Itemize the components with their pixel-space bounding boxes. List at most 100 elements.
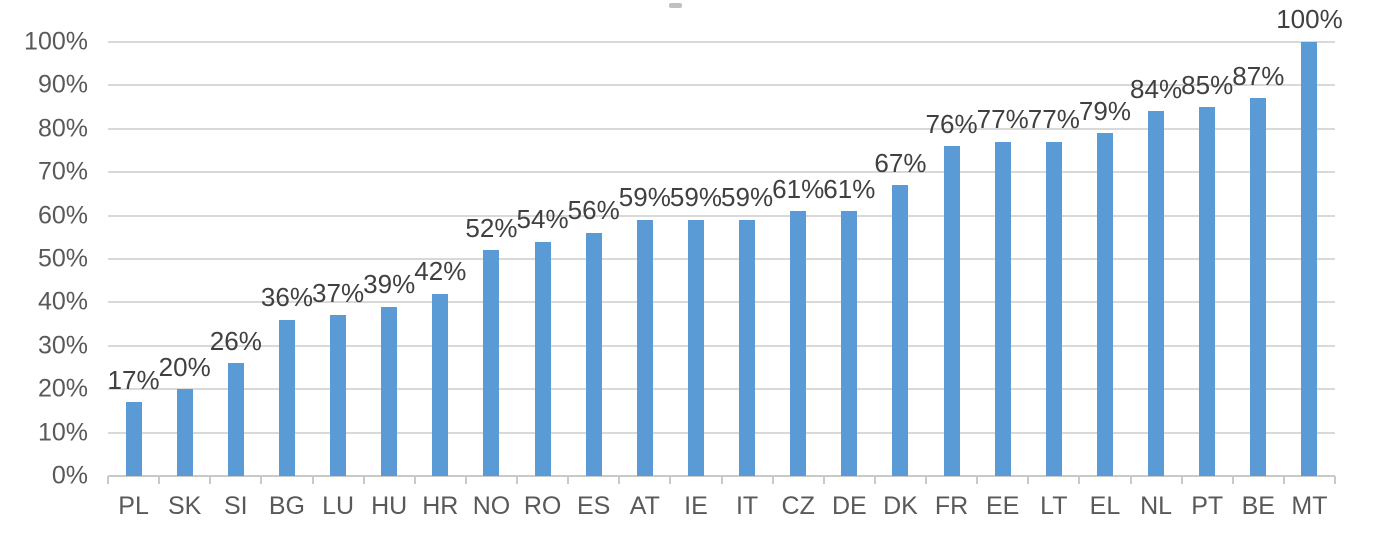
gridline bbox=[108, 41, 1335, 43]
x-axis-tick bbox=[822, 476, 825, 484]
bar bbox=[1250, 98, 1267, 476]
bar-value-label: 85% bbox=[1181, 69, 1234, 100]
bar-value-label: 37% bbox=[312, 277, 365, 308]
bar bbox=[432, 293, 449, 476]
bar-value-label: 20% bbox=[158, 351, 211, 382]
x-axis-tick bbox=[567, 476, 570, 484]
bar bbox=[1301, 42, 1318, 476]
x-axis-label: BE bbox=[1241, 492, 1275, 520]
x-axis-label: HU bbox=[371, 492, 408, 520]
bar bbox=[1199, 107, 1216, 476]
x-axis-tick bbox=[516, 476, 518, 484]
bar bbox=[892, 185, 909, 476]
x-axis-label: MT bbox=[1291, 492, 1328, 520]
y-axis-tick-label: 40% bbox=[37, 287, 88, 316]
bar-value-label: 56% bbox=[567, 195, 620, 226]
x-axis-tick bbox=[976, 476, 979, 484]
bar bbox=[125, 402, 142, 476]
x-axis-tick bbox=[1129, 476, 1132, 484]
y-axis-tick-label: 80% bbox=[37, 114, 88, 143]
y-axis-tick-label: 100% bbox=[24, 27, 88, 56]
bar-value-label: 42% bbox=[414, 256, 467, 287]
y-axis-tick-label: 30% bbox=[37, 331, 88, 360]
bar bbox=[943, 146, 960, 476]
x-axis-label: CZ bbox=[781, 492, 815, 520]
x-axis-tick bbox=[720, 476, 723, 484]
gridline bbox=[108, 344, 1335, 347]
bar-value-label: 39% bbox=[363, 269, 416, 300]
x-axis-tick bbox=[260, 476, 263, 484]
bar-value-label: 52% bbox=[465, 212, 518, 243]
bar bbox=[585, 232, 602, 476]
bar-value-label: 67% bbox=[874, 147, 927, 178]
gridline bbox=[108, 388, 1335, 391]
x-axis-label: DE bbox=[831, 492, 867, 520]
gridline bbox=[108, 127, 1335, 130]
bar-value-label: 54% bbox=[516, 204, 569, 235]
x-axis-tick bbox=[925, 476, 927, 484]
bar bbox=[790, 211, 807, 476]
bar bbox=[841, 211, 858, 476]
bar bbox=[278, 319, 295, 476]
bar-value-label: 59% bbox=[618, 182, 671, 213]
cropped-title-artifact bbox=[669, 3, 682, 8]
x-axis-tick bbox=[107, 476, 109, 484]
x-axis-label: DK bbox=[883, 492, 918, 520]
bar-value-label: 84% bbox=[1130, 73, 1183, 104]
bar bbox=[227, 363, 244, 476]
x-axis-label: LU bbox=[322, 492, 355, 520]
bar-value-label: 36% bbox=[260, 282, 313, 313]
bar bbox=[1096, 133, 1113, 476]
gridline bbox=[108, 84, 1335, 87]
x-axis-label: PL bbox=[118, 492, 149, 520]
x-axis-tick bbox=[464, 476, 467, 484]
x-axis-label: IT bbox=[735, 492, 759, 520]
x-axis-label: EE bbox=[986, 492, 1020, 520]
gridline bbox=[108, 301, 1335, 304]
x-axis-tick bbox=[1078, 476, 1081, 484]
x-axis-tick bbox=[1334, 476, 1336, 484]
bar bbox=[381, 306, 398, 476]
x-axis-tick bbox=[158, 476, 161, 484]
bar-value-label: 77% bbox=[976, 104, 1029, 135]
x-axis-label: SI bbox=[224, 492, 248, 520]
bar-value-label: 17% bbox=[107, 364, 160, 395]
bar-value-label: 76% bbox=[925, 108, 978, 139]
bar bbox=[483, 250, 500, 476]
x-axis-tick bbox=[1282, 476, 1285, 484]
bar-value-label: 61% bbox=[823, 173, 876, 204]
x-axis-tick bbox=[311, 476, 314, 484]
x-axis-label: SK bbox=[168, 492, 202, 520]
y-axis-tick-label: 20% bbox=[37, 374, 88, 403]
x-axis-tick bbox=[413, 476, 416, 484]
x-axis-tick bbox=[1180, 476, 1183, 484]
x-axis-label: HR bbox=[422, 492, 459, 520]
x-axis-label: ES bbox=[577, 492, 611, 520]
x-axis-tick bbox=[771, 476, 774, 484]
y-axis-tick-label: 70% bbox=[37, 157, 88, 186]
gridline bbox=[108, 431, 1335, 434]
y-axis-tick-label: 90% bbox=[37, 70, 88, 99]
bar-value-label: 59% bbox=[721, 182, 774, 213]
bar-value-label: 59% bbox=[669, 182, 722, 213]
bar bbox=[687, 219, 704, 476]
x-axis-label: BG bbox=[268, 492, 305, 520]
bar-value-label: 100% bbox=[1276, 4, 1343, 35]
x-axis-tick bbox=[1027, 476, 1030, 484]
x-axis-tick bbox=[362, 476, 365, 484]
x-axis-label: AT bbox=[629, 492, 660, 520]
x-axis-label: PT bbox=[1191, 492, 1224, 520]
x-axis-label: LT bbox=[1040, 492, 1068, 520]
bar bbox=[330, 315, 347, 476]
gridline bbox=[108, 214, 1335, 217]
bar bbox=[739, 219, 756, 476]
x-axis-label: RO bbox=[523, 492, 562, 520]
x-axis-label: NL bbox=[1140, 492, 1173, 520]
x-axis-label: EL bbox=[1089, 492, 1121, 520]
bar-value-label: 79% bbox=[1078, 95, 1131, 126]
x-axis-tick bbox=[209, 476, 212, 484]
bar bbox=[636, 219, 653, 476]
bar-value-label: 61% bbox=[772, 173, 825, 204]
gridline bbox=[108, 171, 1335, 174]
